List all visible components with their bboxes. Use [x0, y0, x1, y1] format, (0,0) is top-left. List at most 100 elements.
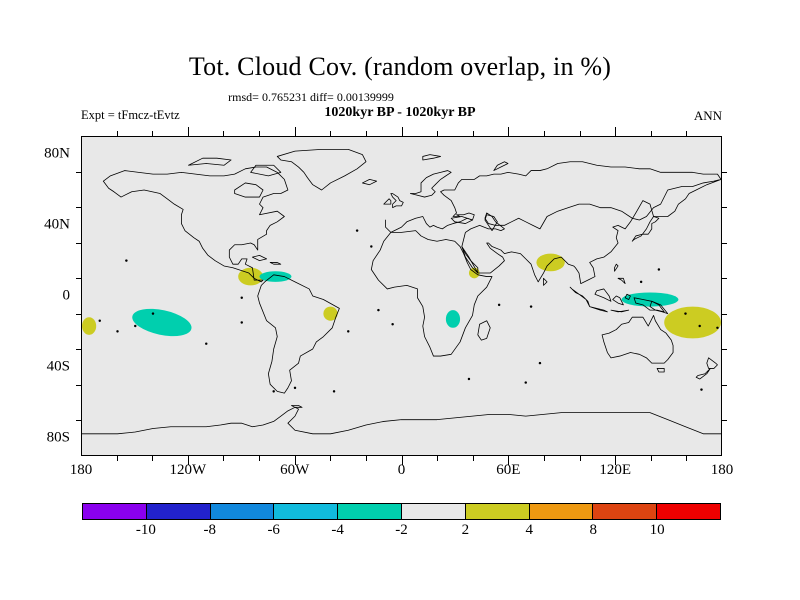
colorbar-tick-labels: -10 -8 -6 -4 -2 2 4 8 10 — [82, 522, 721, 544]
colorbar-tick-label: -6 — [267, 522, 280, 538]
coastline — [250, 164, 282, 177]
coastline — [612, 295, 624, 306]
colorbar-segment-1 — [145, 504, 210, 519]
coastline-layer — [82, 148, 721, 435]
y-axis-tick-label: 40S — [46, 358, 70, 375]
coastline — [656, 368, 665, 373]
axis-tick — [580, 456, 581, 461]
island-marker — [716, 326, 719, 330]
axis-tick — [437, 456, 438, 461]
colorbar-tick-label: 8 — [589, 522, 597, 538]
colorbar-tick-label: 10 — [649, 522, 665, 538]
axis-tick — [722, 243, 727, 244]
coastline — [594, 288, 612, 302]
anomaly-region — [238, 267, 264, 286]
coastline — [649, 300, 669, 315]
coastline — [422, 154, 441, 161]
coastline — [624, 293, 631, 300]
coastline — [234, 182, 264, 198]
coastline — [569, 286, 608, 313]
coastline — [390, 193, 404, 209]
axis-tick — [152, 456, 153, 461]
experiment-label: Expt = tFmcz-tEvtz — [81, 108, 180, 122]
axis-tick — [508, 127, 509, 136]
coastline — [450, 216, 473, 224]
coastline — [291, 405, 303, 408]
axis-tick — [651, 456, 652, 461]
coastline — [614, 263, 619, 272]
coastline — [695, 368, 711, 380]
island-marker — [698, 324, 701, 328]
island-marker — [529, 305, 533, 308]
colorbar-segment-6 — [464, 504, 529, 519]
axis-tick — [117, 456, 118, 461]
island-marker — [524, 381, 527, 384]
island-marker — [700, 388, 703, 391]
anomaly-region — [259, 271, 292, 282]
island-marker — [347, 330, 350, 333]
axis-tick — [188, 127, 189, 136]
island-marker — [293, 386, 297, 390]
coastline — [409, 170, 452, 198]
colorbar-tick-label: -8 — [203, 522, 217, 538]
axis-tick — [722, 349, 727, 350]
island-marker — [332, 390, 336, 393]
statistics-line: rmsd= 0.765231 diff= 0.00139999 — [228, 90, 394, 104]
season-label: ANN — [693, 108, 722, 123]
period-label: 1020kyr BP - 1020kyr BP — [324, 105, 476, 120]
island-marker — [538, 361, 542, 365]
axis-tick — [722, 172, 727, 173]
island-marker — [657, 268, 661, 271]
colorbar-tick-label: -2 — [395, 522, 408, 538]
island-marker — [240, 296, 243, 300]
colorbar-segment-7 — [528, 504, 593, 519]
island-marker — [377, 308, 380, 312]
coastline — [617, 277, 626, 285]
coastline — [362, 179, 378, 186]
anomaly-region — [621, 292, 679, 307]
anomaly-region — [82, 317, 97, 335]
colorbar-tick-label: -4 — [331, 522, 344, 538]
axis-tick — [330, 456, 331, 461]
coastline — [477, 320, 491, 341]
axis-tick — [722, 207, 727, 208]
island-marker — [151, 312, 155, 315]
x-axis-tick-label: 120E — [599, 462, 631, 478]
axis-tick — [366, 456, 367, 461]
island-marker — [391, 323, 394, 326]
anomaly-region — [445, 310, 461, 328]
axis-tick — [402, 127, 403, 136]
island-marker — [98, 319, 101, 322]
coastline — [461, 179, 721, 285]
colorbar-segment-0 — [83, 504, 146, 519]
colorbar-segment-4 — [337, 504, 401, 519]
island-marker — [467, 377, 471, 381]
page-title: Tot. Cloud Cov. (random overlap, in %) — [188, 52, 612, 81]
colorbar-segment-8 — [592, 504, 657, 519]
axis-tick — [722, 278, 727, 279]
coastline — [631, 216, 660, 242]
x-axis-tick-label: 60E — [496, 462, 521, 478]
axis-tick — [544, 456, 545, 461]
colorbar-tick-label: 4 — [525, 522, 534, 538]
coastline — [484, 214, 498, 232]
island-marker — [370, 245, 373, 248]
colorbar-segment-5 — [400, 504, 465, 519]
coastline — [370, 230, 493, 357]
axis-tick — [223, 456, 224, 461]
colorbar-segment-3 — [273, 504, 338, 519]
coastline — [706, 357, 718, 369]
axis-tick — [722, 420, 727, 421]
coastline — [493, 161, 509, 171]
colorbar — [82, 503, 721, 520]
island-marker — [497, 303, 501, 307]
colorbar-tick-label: -10 — [135, 522, 156, 538]
island-marker — [684, 312, 687, 315]
island-marker — [134, 324, 137, 328]
coastline — [383, 198, 392, 205]
colorbar-tick-label: 2 — [461, 522, 470, 538]
axis-tick — [722, 385, 727, 386]
anomaly-region — [664, 306, 721, 339]
coastline — [252, 254, 267, 262]
y-axis-tick-label: 80N — [44, 145, 70, 162]
